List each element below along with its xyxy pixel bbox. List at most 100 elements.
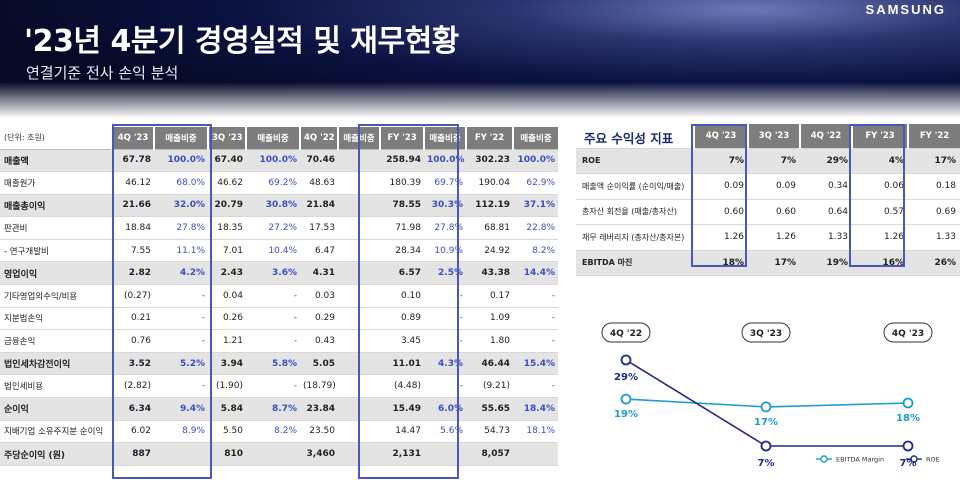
ratio-value-cell: 4% [852, 148, 908, 174]
value-cell: 18.35 [208, 216, 246, 240]
income-table: (단위: 조원) 4Q '23 매출비중 3Q '23 매출비중 4Q '22 매출비중 FY… [0, 127, 558, 466]
ratio-label: ROE [576, 148, 694, 174]
share-cell: 6.0% [424, 397, 466, 421]
share-cell: 5.6% [424, 420, 466, 444]
data-label: 7% [758, 458, 775, 469]
row-label: 지배기업 소유주지분 순이익 [0, 420, 112, 444]
share-cell: 9.4% [154, 397, 208, 421]
share-cell: - [246, 307, 300, 331]
value-cell: 0.03 [300, 284, 338, 308]
value-cell: 6.34 [112, 397, 154, 421]
share-cell: - [513, 284, 558, 308]
value-cell: 14.47 [380, 420, 424, 444]
legend-marker [910, 455, 918, 463]
ratio-value-cell: 1.26 [694, 224, 748, 251]
legend-label: ROE [926, 456, 940, 464]
ratio-row: EBITDA 마진 18% 17% 19% 16% 26% [576, 250, 960, 276]
row-label: 매출총이익 [0, 194, 112, 218]
row-label: 매출원가 [0, 171, 112, 195]
income-row: 법인세차감전이익 3.52 5.2% 3.94 5.8% 5.05 11.01 4.3% 46.… [0, 352, 558, 376]
income-row: - 연구개발비 7.55 11.1% 7.01 10.4% 6.47 28.34 10.9% 2… [0, 239, 558, 263]
share-cell: 8.9% [154, 420, 208, 444]
income-row: 매출원가 46.12 68.0% 46.62 69.2% 48.63 180.39 69.7%… [0, 171, 558, 195]
income-col-header: 매출비중 [153, 127, 208, 150]
share-cell [338, 239, 380, 263]
ratio-value-cell: 7% [694, 148, 748, 174]
ratio-value-cell: 16% [852, 250, 908, 276]
value-cell: 3.94 [208, 352, 246, 376]
ratio-header-row: 4Q '23 3Q '23 4Q '22 FY '23 FY '22 [576, 124, 960, 149]
value-cell: 7.01 [208, 239, 246, 263]
share-cell: - [154, 284, 208, 308]
value-cell: (4.48) [380, 374, 424, 399]
share-cell: 22.8% [513, 216, 558, 240]
value-cell: 3.45 [380, 329, 424, 353]
share-cell: 32.0% [154, 194, 208, 218]
data-label: 19% [614, 409, 638, 420]
share-cell: 27.8% [424, 216, 466, 240]
row-label: 금융손익 [0, 329, 112, 353]
ratio-value-cell: 17% [748, 250, 800, 276]
share-cell: 100.0% [154, 149, 208, 173]
income-row: 지분법손익 0.21-0.26-0.29 0.89-1.09- [0, 307, 558, 331]
share-cell [338, 420, 380, 444]
value-cell: 78.55 [380, 194, 424, 218]
value-cell: 71.98 [380, 216, 424, 240]
ratio-col-header: 3Q '23 [747, 124, 800, 149]
page-subtitle: 연결기준 전사 손익 분석 [26, 64, 179, 82]
value-cell: 43.38 [466, 261, 513, 286]
row-label: 기타영업외수익/비용 [0, 284, 112, 308]
value-cell: 5.05 [300, 352, 338, 376]
ratio-label: EBITDA 마진 [576, 250, 694, 276]
value-cell: 887 [112, 442, 154, 466]
value-cell: 258.94 [380, 149, 424, 173]
income-row: 주당순이익 (원) 887 810 3,460 2,131 8,057 [0, 442, 558, 466]
category-label: 4Q '22 [610, 329, 642, 339]
ratio-table: 4Q '23 3Q '23 4Q '22 FY '23 FY '22 ROE 7% 7% 29%… [576, 124, 960, 276]
ratio-row: 매출액 순이익률 (순이익/매출) 0.09 0.09 0.34 0.06 0.18 [576, 173, 960, 200]
share-cell: 2.5% [424, 261, 466, 286]
share-cell [338, 307, 380, 331]
share-cell: 8.2% [513, 239, 558, 263]
ratio-value-cell: 0.60 [694, 199, 748, 225]
value-cell: 46.62 [208, 171, 246, 195]
value-cell: (1.90) [208, 374, 246, 399]
share-cell: 5.2% [154, 352, 208, 376]
category-pill: 4Q '23 [883, 322, 933, 343]
value-cell: 7.55 [112, 239, 154, 263]
income-row: 기타영업외수익/비용 (0.27) -0.04-0.03 0.10-0.17- [0, 284, 558, 308]
ratio-label: 총자산 회전율 (매출/총자산) [576, 199, 694, 225]
share-cell: 4.3% [424, 352, 466, 376]
ratio-row: 총자산 회전율 (매출/총자산) 0.60 0.60 0.64 0.57 0.69 [576, 199, 960, 225]
value-cell: 68.81 [466, 216, 513, 240]
ratio-col-header: 4Q '22 [799, 124, 852, 149]
value-cell: 0.89 [380, 307, 424, 331]
row-label: 법인세비용 [0, 374, 112, 399]
data-point [760, 440, 772, 452]
value-cell: 46.12 [112, 171, 154, 195]
share-cell: 4.2% [154, 261, 208, 286]
ratio-row: 재무 레버리지 (총자산/총자본) 1.26 1.26 1.33 1.26 1.33 [576, 224, 960, 251]
share-cell: 37.1% [513, 194, 558, 218]
data-point [902, 440, 914, 452]
data-label: 17% [754, 417, 778, 428]
data-point [902, 397, 914, 409]
ratio-value-cell: 0.60 [748, 199, 800, 225]
ratio-value-cell: 17% [908, 148, 960, 174]
ratio-value-cell: 1.26 [852, 224, 908, 251]
value-cell: 4.31 [300, 261, 338, 286]
value-cell: 6.47 [300, 239, 338, 263]
value-cell: 1.21 [208, 329, 246, 353]
share-cell [338, 442, 380, 466]
share-cell: 69.7% [424, 171, 466, 195]
data-label: 7% [900, 458, 917, 469]
share-cell: 5.8% [246, 352, 300, 376]
value-cell: 112.19 [466, 194, 513, 218]
value-cell: 5.84 [208, 397, 246, 421]
legend-marker [820, 455, 828, 463]
share-cell: 14.4% [513, 261, 558, 286]
share-cell: 30.3% [424, 194, 466, 218]
share-cell [424, 442, 466, 466]
share-cell [338, 171, 380, 195]
value-cell: 55.65 [466, 397, 513, 421]
